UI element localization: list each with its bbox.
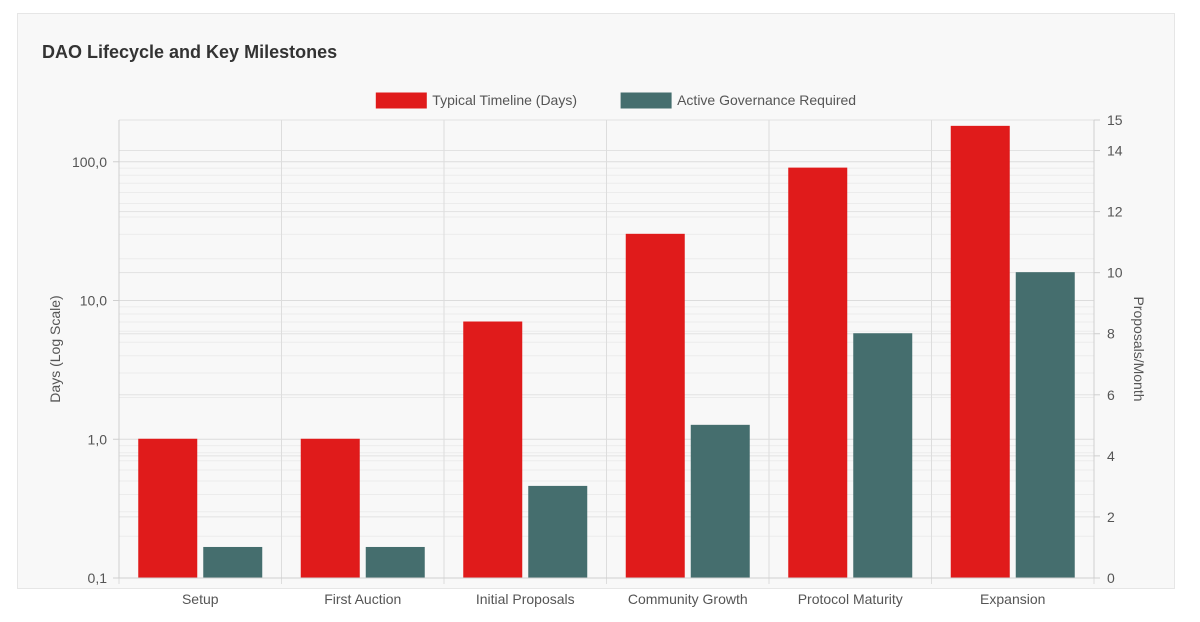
x-tick-label: Protocol Maturity [798, 591, 903, 607]
bar-governance [1015, 272, 1075, 579]
bar-governance [203, 546, 263, 579]
x-tick-label: First Auction [324, 591, 401, 607]
legend[interactable]: Typical Timeline (Days) Active Governance… [375, 92, 856, 109]
legend-swatch-0 [375, 92, 427, 109]
bar-governance [690, 424, 750, 579]
bar-governance [528, 485, 588, 579]
y-right-tick-label: 6 [1107, 387, 1115, 403]
y-right-tick-label: 8 [1107, 326, 1115, 342]
bar-timeline [300, 438, 360, 579]
y-right-tick-label: 10 [1107, 265, 1123, 281]
y-right-tick-label: 2 [1107, 509, 1115, 525]
y-right-tick-label: 0 [1107, 570, 1115, 586]
y-right-tick-label: 4 [1107, 448, 1115, 464]
bar-timeline [788, 167, 848, 579]
bar-timeline [625, 233, 685, 579]
x-tick-label: Community Growth [628, 591, 748, 607]
bar-timeline [950, 125, 1010, 579]
y-right-tick-label: 12 [1107, 204, 1123, 220]
bar-governance [365, 546, 425, 579]
chart-title: DAO Lifecycle and Key Milestones [42, 42, 338, 62]
x-tick-label: Expansion [980, 591, 1045, 607]
y-left-tick-label: 100,0 [72, 154, 107, 170]
axes: Setup First Auction Initial Proposals Commu… [47, 112, 1147, 607]
y-right-tick-label: 15 [1107, 112, 1123, 128]
legend-swatch-1 [620, 92, 672, 109]
legend-label-1: Active Governance Required [677, 92, 856, 108]
y-left-tick-label: 10,0 [80, 293, 107, 309]
y-right-tick-label: 14 [1107, 143, 1123, 159]
y-left-tick-label: 0,1 [88, 570, 108, 586]
bar-governance [853, 333, 913, 579]
y-right-axis-title: Proposals/Month [1131, 296, 1147, 401]
legend-label-0: Typical Timeline (Days) [432, 92, 577, 108]
bar-timeline [138, 438, 198, 579]
x-tick-label: Initial Proposals [476, 591, 575, 607]
x-tick-label: Setup [182, 591, 219, 607]
grid-lines [118, 119, 1095, 584]
y-left-tick-label: 1,0 [88, 431, 108, 447]
bars [138, 125, 1075, 579]
y-left-axis-title: Days (Log Scale) [47, 295, 63, 402]
bar-timeline [463, 321, 523, 579]
